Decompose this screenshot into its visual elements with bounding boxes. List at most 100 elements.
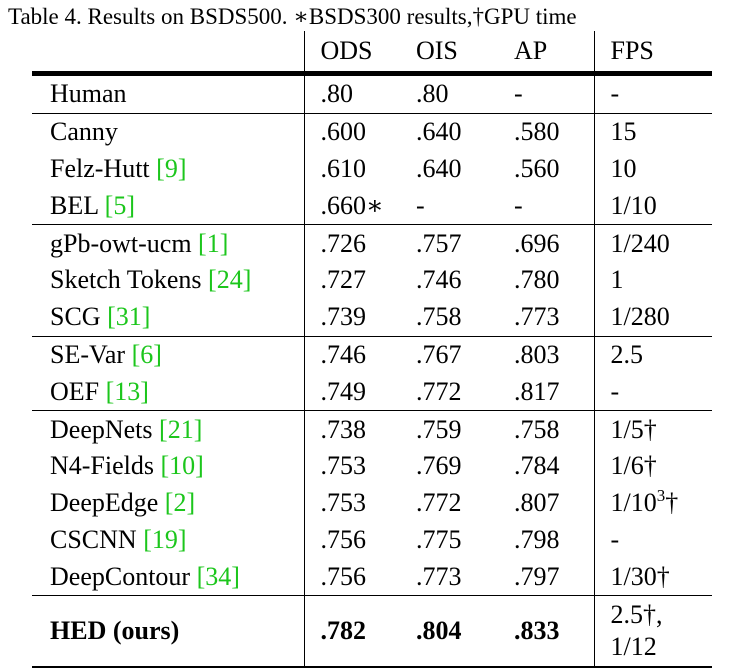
ods-cell: .753 bbox=[320, 451, 367, 481]
citation-link[interactable]: [6] bbox=[131, 339, 162, 369]
method-cell: Sketch Tokens [24] bbox=[32, 261, 305, 299]
ap-cell: .833 bbox=[498, 595, 595, 668]
table-row: SE-Var [6] .746 .767 .803 2.5 bbox=[32, 335, 712, 374]
table-caption: Table 4. Results on BSDS500. ∗BSDS300 re… bbox=[8, 4, 577, 29]
ods-cell: .610 bbox=[320, 153, 367, 183]
method-cell: Felz-Hutt [9] bbox=[32, 150, 305, 188]
ois-cell: .772 bbox=[416, 376, 462, 406]
ois-cell: .80 bbox=[416, 79, 449, 109]
fps-cell: 1/103† bbox=[610, 486, 679, 518]
ap-cell: - bbox=[498, 187, 595, 225]
method-cell: CSCNN [19] bbox=[32, 521, 305, 559]
ap-cell: .580 bbox=[498, 112, 595, 151]
ap-cell: .803 bbox=[498, 335, 595, 374]
citation-link[interactable]: [21] bbox=[159, 414, 203, 444]
ois-cell: .775 bbox=[416, 524, 462, 554]
ods-cell: .782 bbox=[304, 595, 400, 668]
method-cell: Canny bbox=[32, 112, 305, 151]
header-ap: AP bbox=[498, 31, 595, 76]
ois-cell: - bbox=[416, 190, 425, 220]
citation-link[interactable]: [24] bbox=[208, 265, 252, 295]
ois-cell: .758 bbox=[416, 302, 462, 332]
fps-cell: 2.5 bbox=[594, 335, 712, 374]
ods-cell: .727 bbox=[320, 265, 367, 295]
fps-cell: - bbox=[610, 79, 620, 109]
citation-link[interactable]: [5] bbox=[104, 190, 135, 220]
ods-cell: .600 bbox=[304, 112, 400, 151]
fps-cell: 1 bbox=[610, 265, 624, 295]
fps-cell: - bbox=[610, 524, 620, 554]
ois-cell: .769 bbox=[416, 451, 462, 481]
ois-cell: .767 bbox=[400, 335, 498, 374]
method-cell: gPb-owt-ucm [1] bbox=[32, 224, 305, 262]
ois-cell: .757 bbox=[400, 224, 498, 262]
ap-cell: .560 bbox=[498, 150, 595, 188]
ap-cell: .798 bbox=[498, 521, 595, 559]
fps-cell: 1/240 bbox=[594, 224, 712, 262]
method-cell: DeepNets [21] bbox=[32, 410, 305, 448]
citation-link[interactable]: [2] bbox=[164, 488, 196, 518]
ods-cell: .756 bbox=[320, 524, 367, 554]
fps-cell: 1/5† bbox=[594, 410, 712, 448]
ods-cell: .746 bbox=[304, 335, 400, 374]
table-row: DeepEdge [2] .753 .772 .807 1/103† bbox=[32, 484, 712, 522]
method-cell: BEL [5] bbox=[32, 187, 305, 225]
ois-cell: .759 bbox=[400, 410, 498, 448]
fps-cell: 2.5†, 1/12 bbox=[594, 595, 712, 668]
table-row: N4-Fields [10] .753 .769 .784 1/6† bbox=[32, 447, 712, 485]
citation-link[interactable]: [31] bbox=[107, 302, 151, 332]
header-fps: FPS bbox=[594, 31, 712, 76]
table-row: DeepContour [34] .756 .773 .797 1/30† bbox=[32, 558, 712, 596]
ap-cell: .758 bbox=[498, 410, 595, 448]
table-row: BEL [5] .660∗ - - 1/10 bbox=[32, 187, 712, 225]
ods-cell: .749 bbox=[320, 376, 367, 406]
method-cell: OEF [13] bbox=[32, 373, 305, 411]
ods-cell: .753 bbox=[320, 488, 367, 518]
ods-cell: .739 bbox=[320, 302, 367, 332]
method-cell: SCG [31] bbox=[32, 298, 305, 337]
table-row: SCG [31] .739 .758 .773 1/280 bbox=[32, 298, 712, 337]
table-row-ours: HED (ours) .782 .804 .833 2.5†, 1/12 bbox=[32, 595, 712, 668]
header-method bbox=[32, 31, 305, 76]
fps-cell: 1/6† bbox=[610, 451, 657, 481]
ois-cell: .804 bbox=[400, 595, 498, 668]
table-row: Sketch Tokens [24] .727 .746 .780 1 bbox=[32, 261, 712, 299]
method-cell: HED (ours) bbox=[32, 595, 305, 668]
ois-cell: .773 bbox=[416, 561, 462, 591]
table-row: Canny .600 .640 .580 15 bbox=[32, 112, 712, 151]
method-cell: SE-Var [6] bbox=[32, 335, 305, 374]
ap-cell: .797 bbox=[498, 558, 595, 596]
ois-cell: .640 bbox=[416, 153, 462, 183]
citation-link[interactable]: [19] bbox=[143, 524, 187, 554]
citation-link[interactable]: [13] bbox=[105, 376, 149, 406]
ap-cell: .784 bbox=[498, 447, 595, 485]
ods-cell: .756 bbox=[320, 561, 367, 591]
ap-cell: - bbox=[498, 73, 595, 114]
citation-link[interactable]: [34] bbox=[196, 561, 240, 591]
results-table: ODS OIS AP FPS Human .80 .80 - - Canny .… bbox=[32, 31, 712, 668]
method-cell: DeepEdge [2] bbox=[32, 484, 305, 522]
table-row: OEF [13] .749 .772 .817 - bbox=[32, 373, 712, 411]
citation-link[interactable]: [10] bbox=[160, 451, 204, 481]
table-row: Human .80 .80 - - bbox=[32, 73, 712, 114]
table-row: Felz-Hutt [9] .610 .640 .560 10 bbox=[32, 150, 712, 188]
method-cell: Human bbox=[32, 73, 305, 114]
ods-cell: .80 bbox=[320, 79, 354, 109]
header-row: ODS OIS AP FPS bbox=[32, 31, 712, 76]
table-row: gPb-owt-ucm [1] .726 .757 .696 1/240 bbox=[32, 224, 712, 262]
ap-cell: .817 bbox=[498, 373, 595, 411]
fps-cell: 10 bbox=[610, 153, 637, 183]
header-ois: OIS bbox=[400, 31, 498, 76]
fps-cell: - bbox=[610, 376, 620, 406]
ap-cell: .780 bbox=[498, 261, 595, 299]
citation-link[interactable]: [1] bbox=[198, 228, 229, 258]
ois-cell: .772 bbox=[416, 488, 462, 518]
ois-cell: .746 bbox=[416, 265, 462, 295]
ods-cell: .726 bbox=[304, 224, 400, 262]
table-row: DeepNets [21] .738 .759 .758 1/5† bbox=[32, 410, 712, 448]
citation-link[interactable]: [9] bbox=[156, 153, 187, 183]
ap-cell: .696 bbox=[498, 224, 595, 262]
method-cell: DeepContour [34] bbox=[32, 558, 305, 596]
header-ods: ODS bbox=[304, 31, 400, 76]
method-cell: N4-Fields [10] bbox=[32, 447, 305, 485]
